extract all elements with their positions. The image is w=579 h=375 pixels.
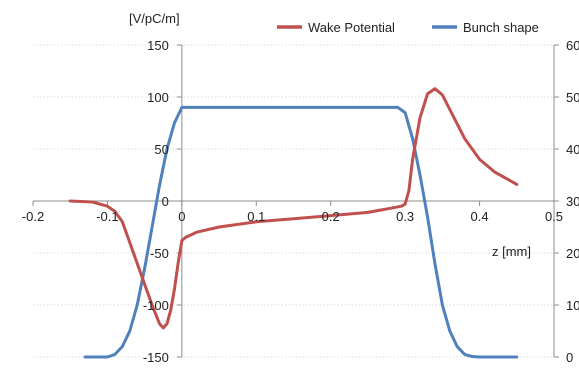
y2-tick-label: 50 xyxy=(566,90,579,105)
y2-tick-label: 20 xyxy=(566,246,579,261)
x-tick-label: -0.1 xyxy=(96,209,118,224)
legend-label-wake-potential: Wake Potential xyxy=(308,20,395,35)
legend-label-bunch-shape: Bunch shape xyxy=(463,20,539,35)
y2-tick-label: 10 xyxy=(566,298,579,313)
series-group xyxy=(68,87,519,359)
x-tick-label: -0.2 xyxy=(22,209,44,224)
y-tick-label: 150 xyxy=(147,38,169,53)
y-tick-label: 0 xyxy=(162,194,169,209)
x-tick-label: 0.3 xyxy=(396,209,414,224)
x-tick-label: 0.4 xyxy=(471,209,489,224)
y-tick-label: -50 xyxy=(150,246,169,261)
y2-tick-label: 0 xyxy=(566,350,573,365)
y-tick-label: -100 xyxy=(143,298,169,313)
series-line-wake-potential xyxy=(68,87,519,330)
y-axis-label: [V/pC/m] xyxy=(129,11,180,26)
tick-labels: -0.2 -0.1 0 0.1 0.2 0.3 0.4 0.5150100500-50-100… xyxy=(22,38,579,365)
x-tick-label: 0.1 xyxy=(247,209,265,224)
x-axis-label: z [mm] xyxy=(492,244,531,259)
y2-tick-label: 30 xyxy=(566,194,579,209)
y-tick-label: 100 xyxy=(147,90,169,105)
x-tick-label: 0.2 xyxy=(322,209,340,224)
x-tick-label: 0 xyxy=(178,209,185,224)
y2-tick-label: 40 xyxy=(566,142,579,157)
grid xyxy=(33,44,554,358)
y-tick-label: -150 xyxy=(143,350,169,365)
y2-tick-label: 60 xyxy=(566,38,579,53)
legend: Wake Potential Bunch shape xyxy=(277,20,539,35)
series-line-bunch-shape xyxy=(83,105,519,359)
y-tick-label: 50 xyxy=(154,142,168,157)
x-tick-label: 0.5 xyxy=(545,209,563,224)
